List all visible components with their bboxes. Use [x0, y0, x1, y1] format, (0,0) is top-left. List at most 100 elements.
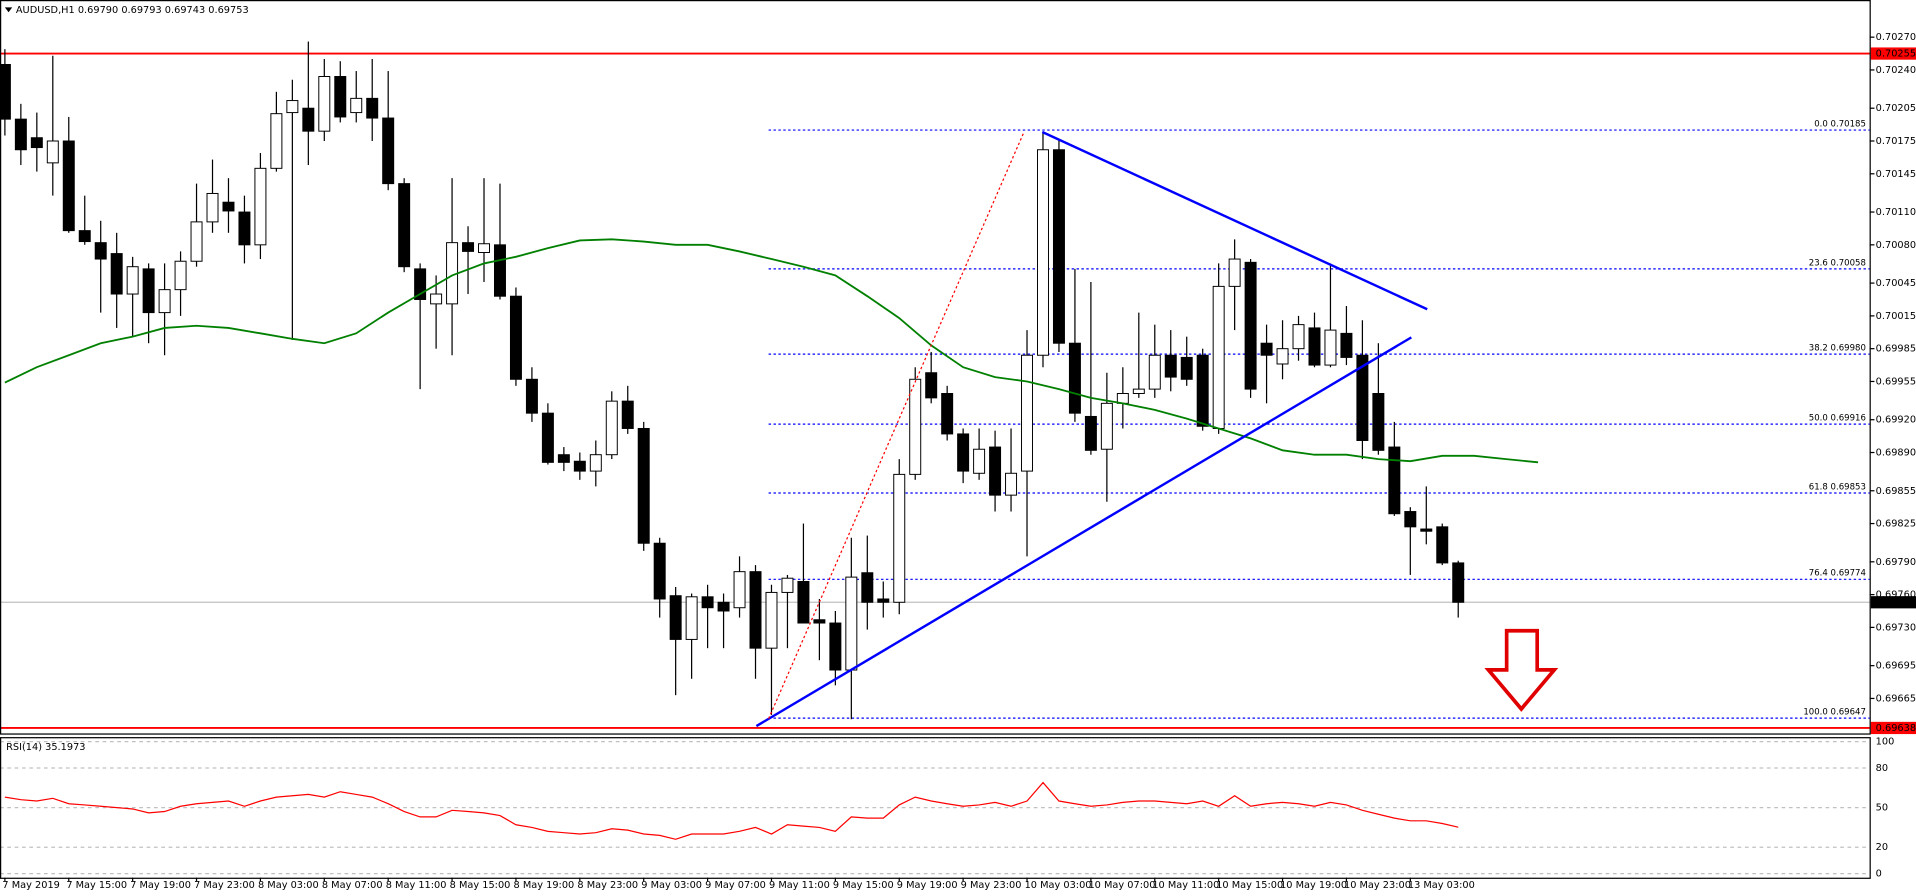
- y-tick-label: 0.69730: [1876, 622, 1916, 633]
- candle-body: [749, 571, 762, 649]
- y-tick-label: 0.70110: [1876, 207, 1916, 218]
- x-tick-label: 9 May 15:00: [833, 880, 894, 891]
- x-tick-label: 13 May 03:00: [1408, 880, 1475, 891]
- candle-body: [637, 427, 650, 544]
- y-tick-label: 0.69790: [1876, 557, 1916, 568]
- resistance-trendline: [1041, 130, 1428, 311]
- candle-body: [270, 113, 283, 169]
- y-tick-label: 0.69760: [1876, 590, 1916, 601]
- level-label: 0.69638: [1876, 723, 1916, 734]
- candle-body: [1372, 393, 1385, 451]
- candle-body: [973, 448, 986, 474]
- candle-body: [557, 454, 570, 463]
- candle-body: [1132, 388, 1145, 394]
- level-box: [1870, 721, 1916, 735]
- x-tick-label: 9 May 23:00: [961, 880, 1022, 891]
- candle-body: [126, 266, 139, 295]
- x-tick-label: 8 May 19:00: [514, 880, 575, 891]
- y-tick-label: 0.70270: [1876, 32, 1916, 43]
- candle-body: [14, 118, 27, 151]
- candle-body: [653, 542, 666, 600]
- candle-body: [142, 268, 155, 314]
- y-tick-label: 0.69825: [1876, 519, 1916, 530]
- x-tick-label: 9 May 03:00: [641, 880, 702, 891]
- y-tick-label: 0.69695: [1876, 661, 1916, 672]
- candle-body: [941, 393, 954, 435]
- candle-body: [1308, 327, 1321, 366]
- candle-body: [0, 63, 11, 120]
- candle-body: [414, 268, 427, 300]
- candle-body: [478, 243, 490, 253]
- candle-body: [733, 571, 746, 609]
- y-tick-label: 100: [1876, 737, 1895, 748]
- y-tick-label: 0.69855: [1876, 486, 1916, 497]
- candle-body: [350, 97, 363, 114]
- candle-body: [701, 596, 714, 609]
- x-tick-label: 7 May 2019: [2, 880, 59, 891]
- candle-body: [813, 619, 826, 624]
- x-tick-label: 8 May 15:00: [450, 880, 511, 891]
- rsi-frame: [0, 737, 1871, 879]
- fib-label: 0.0 0.70185: [1814, 119, 1866, 129]
- candle-body: [30, 137, 43, 149]
- x-tick-label: 8 May 23:00: [577, 880, 638, 891]
- candle-body: [1324, 329, 1337, 366]
- candle-body: [861, 572, 874, 603]
- candle-body: [797, 581, 810, 624]
- candle-body: [94, 242, 107, 260]
- down-arrow: [1484, 628, 1559, 712]
- fib-label: 76.4 0.69774: [1809, 569, 1866, 579]
- y-tick-label: 0.70015: [1876, 311, 1916, 322]
- candle-body: [462, 242, 475, 252]
- y-tick-label: 0.70175: [1876, 136, 1916, 147]
- candle-body: [893, 473, 906, 603]
- candle-body: [238, 211, 251, 246]
- y-tick-label: 0.70145: [1876, 169, 1916, 180]
- candle-body: [685, 596, 698, 640]
- x-tick-label: 10 May 19:00: [1280, 880, 1347, 891]
- x-tick-label: 10 May 07:00: [1088, 880, 1155, 891]
- candle-body: [254, 167, 267, 246]
- candle-body: [430, 293, 443, 305]
- candle-body: [1021, 354, 1034, 472]
- x-tick-label: 9 May 11:00: [769, 880, 830, 891]
- candle-body: [1452, 562, 1465, 603]
- x-tick-label: 8 May 11:00: [386, 880, 447, 891]
- fib-label: 38.2 0.69980: [1809, 344, 1866, 354]
- candle-body: [1164, 354, 1177, 378]
- candle-body: [1052, 149, 1065, 344]
- candle-body: [206, 192, 219, 223]
- candle-body: [158, 289, 171, 314]
- candle-body: [302, 107, 315, 132]
- candle-body: [46, 140, 59, 164]
- y-tick-label: 20: [1876, 842, 1888, 853]
- candle-body: [1084, 415, 1097, 451]
- candle-body: [1436, 526, 1449, 564]
- x-tick-label: 7 May 23:00: [194, 880, 255, 891]
- candle-body: [589, 454, 602, 472]
- candle-body: [669, 595, 682, 640]
- y-tick-label: 0: [1876, 869, 1882, 880]
- y-tick-label: 0.70080: [1876, 240, 1916, 251]
- support-trendline: [755, 336, 1412, 728]
- candle-body: [62, 140, 75, 232]
- candle-body: [573, 460, 586, 472]
- y-tick-label: 80: [1876, 763, 1888, 774]
- main-panel: 0.70270 0.70240 0.70205 0.70175 0.70145 0.701…: [0, 32, 1916, 880]
- candle-body: [1244, 261, 1257, 390]
- candle-body: [1212, 285, 1225, 429]
- rsi-line: [4, 781, 1459, 840]
- candle-body: [1340, 332, 1353, 358]
- y-tick-label: 0.69985: [1876, 344, 1916, 355]
- fib-label: 50.0 0.69916: [1809, 413, 1866, 423]
- y-tick-label: 50: [1876, 803, 1888, 814]
- candle-body: [286, 100, 299, 114]
- candle-body: [989, 446, 1002, 496]
- candle-body: [1276, 348, 1289, 365]
- x-tick-label: 10 May 11:00: [1152, 880, 1219, 891]
- candle-body: [1196, 354, 1209, 427]
- level-label: 0.70255: [1876, 49, 1916, 60]
- candle-body: [957, 433, 970, 472]
- candle-body: [110, 253, 123, 295]
